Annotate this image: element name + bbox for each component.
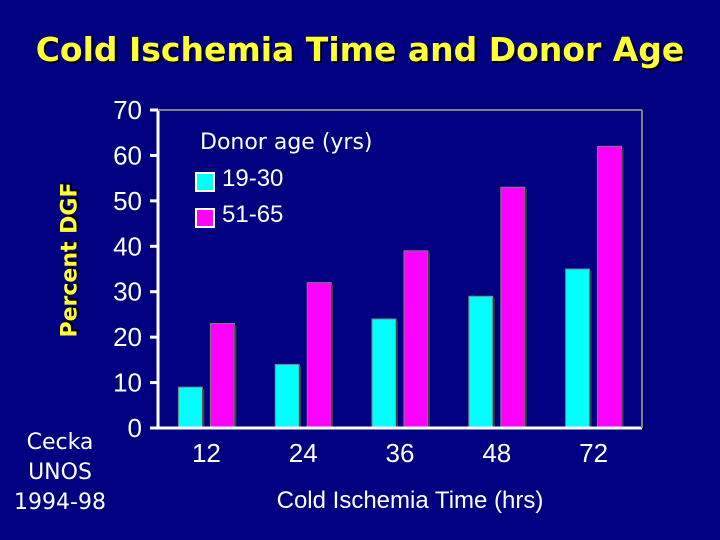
bar-shadow (234, 325, 237, 428)
x-tick-label: 36 (386, 438, 415, 468)
bar-51-65-12 (209, 323, 235, 429)
bar-51-65-24 (306, 282, 332, 429)
bar-51-65-36 (403, 250, 429, 429)
bar-19-30-72 (565, 268, 591, 429)
source-line-years: 1994-98 (14, 490, 106, 515)
y-tick-label: 50 (113, 186, 142, 216)
y-tick-label: 30 (113, 277, 142, 307)
legend-title: Donor age (yrs) (200, 130, 373, 155)
x-tick-label: 48 (482, 438, 511, 468)
bar-shadow (524, 189, 527, 428)
chart-title: Cold Ischemia Time and Donor Age (35, 30, 685, 69)
x-tick-label: 24 (289, 438, 318, 468)
bar-51-65-72 (597, 145, 623, 429)
bar-shadow (428, 252, 430, 428)
bar-shadow (299, 366, 302, 428)
bar-19-30-24 (274, 363, 300, 429)
legend-label-19-30: 19-30 (222, 165, 284, 192)
bar-19-30-48 (468, 295, 494, 429)
bar-19-30-36 (371, 318, 397, 429)
source-line-author: Cecka (26, 430, 94, 455)
bar-shadow (396, 320, 398, 428)
legend-swatch-19-30 (195, 172, 215, 192)
y-tick-label: 60 (113, 140, 142, 170)
bar-shadow (589, 271, 592, 428)
y-tick-label: 20 (113, 322, 142, 352)
y-tick-label: 10 (113, 368, 142, 398)
y-tick-label: 70 (113, 95, 142, 125)
x-tick-label: 12 (192, 438, 221, 468)
bar-shadow (331, 284, 334, 428)
source-note: Cecka UNOS 1994-98 (0, 428, 120, 518)
x-axis-label: Cold Ischemia Time (hrs) (277, 487, 544, 514)
source-line-registry: UNOS (28, 460, 92, 485)
legend-swatch-51-65 (195, 208, 215, 228)
legend-label-51-65: 51-65 (222, 201, 284, 228)
bar-51-65-48 (500, 186, 526, 429)
bar-19-30-12 (177, 386, 203, 429)
bar-shadow (621, 148, 624, 429)
bar-shadow (202, 389, 205, 428)
bar-shadow (492, 298, 495, 428)
x-tick-label: 72 (579, 438, 608, 468)
y-tick-label: 0 (128, 413, 142, 443)
legend: Donor age (yrs) 19-30 51-65 (185, 125, 397, 235)
y-tick-label: 40 (113, 231, 142, 261)
